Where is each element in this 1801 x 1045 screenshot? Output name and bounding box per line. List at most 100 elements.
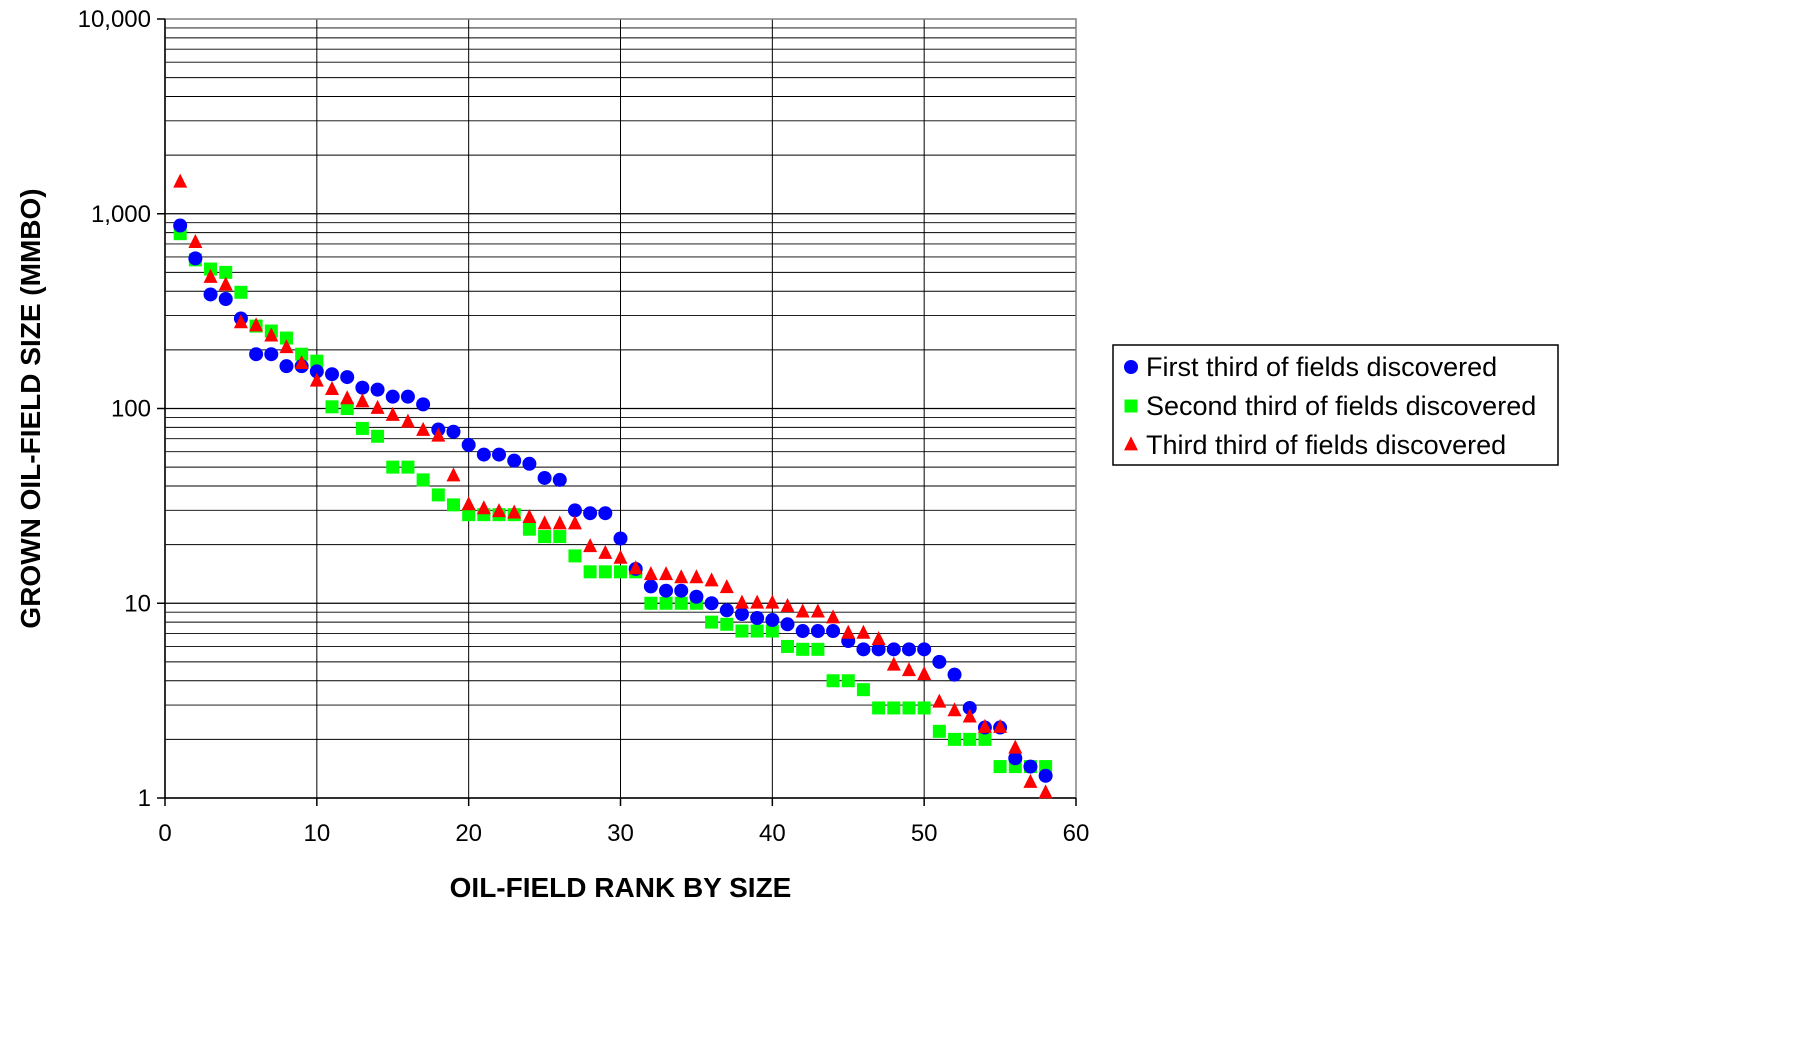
x-tick-label: 50 — [911, 820, 938, 847]
legend-entry-second-third: Second third of fields discovered — [1124, 391, 1536, 421]
triangle-point — [218, 276, 233, 291]
square-point — [705, 615, 719, 629]
circle-point — [901, 642, 916, 657]
square-point — [781, 639, 795, 653]
square-point — [355, 421, 369, 435]
triangle-point — [476, 500, 491, 515]
square-point — [765, 624, 779, 638]
legend-label-third-third: Third third of fields discovered — [1146, 430, 1506, 460]
legend-marker-triangle — [1124, 436, 1138, 451]
circle-point — [203, 287, 218, 302]
circle-point — [947, 667, 962, 682]
square-point — [553, 530, 567, 544]
triangle-point — [734, 594, 749, 609]
square-point — [902, 701, 916, 715]
square-point — [583, 565, 597, 579]
circle-point — [871, 642, 886, 657]
circle-point — [643, 579, 658, 594]
triangle-point — [643, 566, 658, 581]
circle-point — [886, 642, 901, 657]
square-point — [310, 354, 324, 368]
circle-point — [1023, 759, 1038, 774]
circle-point — [552, 472, 567, 487]
circle-point — [249, 347, 264, 362]
square-point — [416, 473, 430, 487]
legend: First third of fields discovered Second … — [1112, 344, 1559, 466]
circle-point — [856, 642, 871, 657]
circle-point — [613, 531, 628, 546]
circle-point — [750, 610, 765, 625]
square-point — [796, 642, 810, 656]
legend-marker-circle — [1124, 360, 1138, 374]
circle-point — [780, 617, 795, 632]
triangle-point — [780, 598, 795, 613]
circle-point — [598, 506, 613, 521]
triangle-point — [203, 268, 218, 283]
y-tick-label: 100 — [111, 396, 151, 423]
triangle-point — [841, 624, 856, 639]
circle-point — [795, 624, 810, 639]
triangle-point — [977, 718, 992, 733]
square-point — [872, 701, 886, 715]
data-points — [173, 173, 1053, 799]
circle-point — [810, 624, 825, 639]
square-point — [279, 331, 293, 345]
triangle-point — [340, 390, 355, 405]
triangle-point — [932, 693, 947, 708]
triangle-point — [537, 515, 552, 530]
square-point — [522, 522, 536, 536]
triangle-point — [719, 579, 734, 594]
square-point — [963, 732, 977, 746]
circle-point — [507, 453, 522, 468]
square-point — [340, 402, 354, 415]
square-point — [841, 674, 855, 688]
triangle-point — [309, 372, 324, 387]
triangle-point — [674, 569, 689, 584]
triangle-point — [325, 380, 340, 395]
circle-point — [659, 583, 674, 598]
circle-point — [173, 218, 188, 233]
y-tick-label: 1,000 — [91, 201, 151, 228]
triangle-point — [552, 515, 567, 530]
square-point — [887, 701, 901, 715]
triangle-point — [385, 406, 400, 421]
triangle-point — [1038, 784, 1053, 799]
triangle-point — [810, 603, 825, 618]
circle-point — [704, 596, 719, 611]
triangle-point — [947, 702, 962, 717]
triangle-point — [901, 662, 916, 677]
square-point — [659, 596, 673, 610]
square-point — [644, 596, 658, 610]
square-point — [614, 565, 627, 579]
circle-point — [917, 642, 932, 657]
circle-point — [522, 456, 537, 471]
square-point — [234, 285, 248, 299]
square-point — [295, 347, 309, 361]
triangle-point — [400, 413, 415, 428]
square-point — [431, 488, 445, 502]
square-point — [674, 596, 688, 610]
triangle-point — [264, 327, 279, 342]
triangle-point — [628, 560, 643, 575]
square-point — [371, 429, 385, 443]
triangle-point — [492, 503, 507, 518]
triangle-point — [871, 631, 886, 646]
square-point — [917, 701, 931, 715]
x-axis-title: OIL-FIELD RANK BY SIZE — [450, 872, 792, 903]
circle-point — [355, 380, 370, 395]
circle-point — [1038, 768, 1053, 783]
triangle-point — [416, 421, 431, 436]
triangle-point — [173, 173, 188, 188]
triangle-point — [355, 393, 370, 408]
y-tick-label: 10 — [124, 590, 151, 617]
triangle-point — [279, 339, 294, 354]
tick-labels: 1 10 100 1,000 10,000 0 10 20 30 40 50 60 — [78, 6, 1090, 847]
triangle-point — [750, 594, 765, 609]
circle-point — [689, 589, 704, 604]
square-point — [826, 674, 840, 688]
triangle-point — [431, 427, 446, 442]
square-point — [446, 498, 460, 512]
circle-point — [340, 370, 355, 385]
x-tick-label: 60 — [1063, 820, 1090, 847]
circle-point — [309, 364, 324, 379]
